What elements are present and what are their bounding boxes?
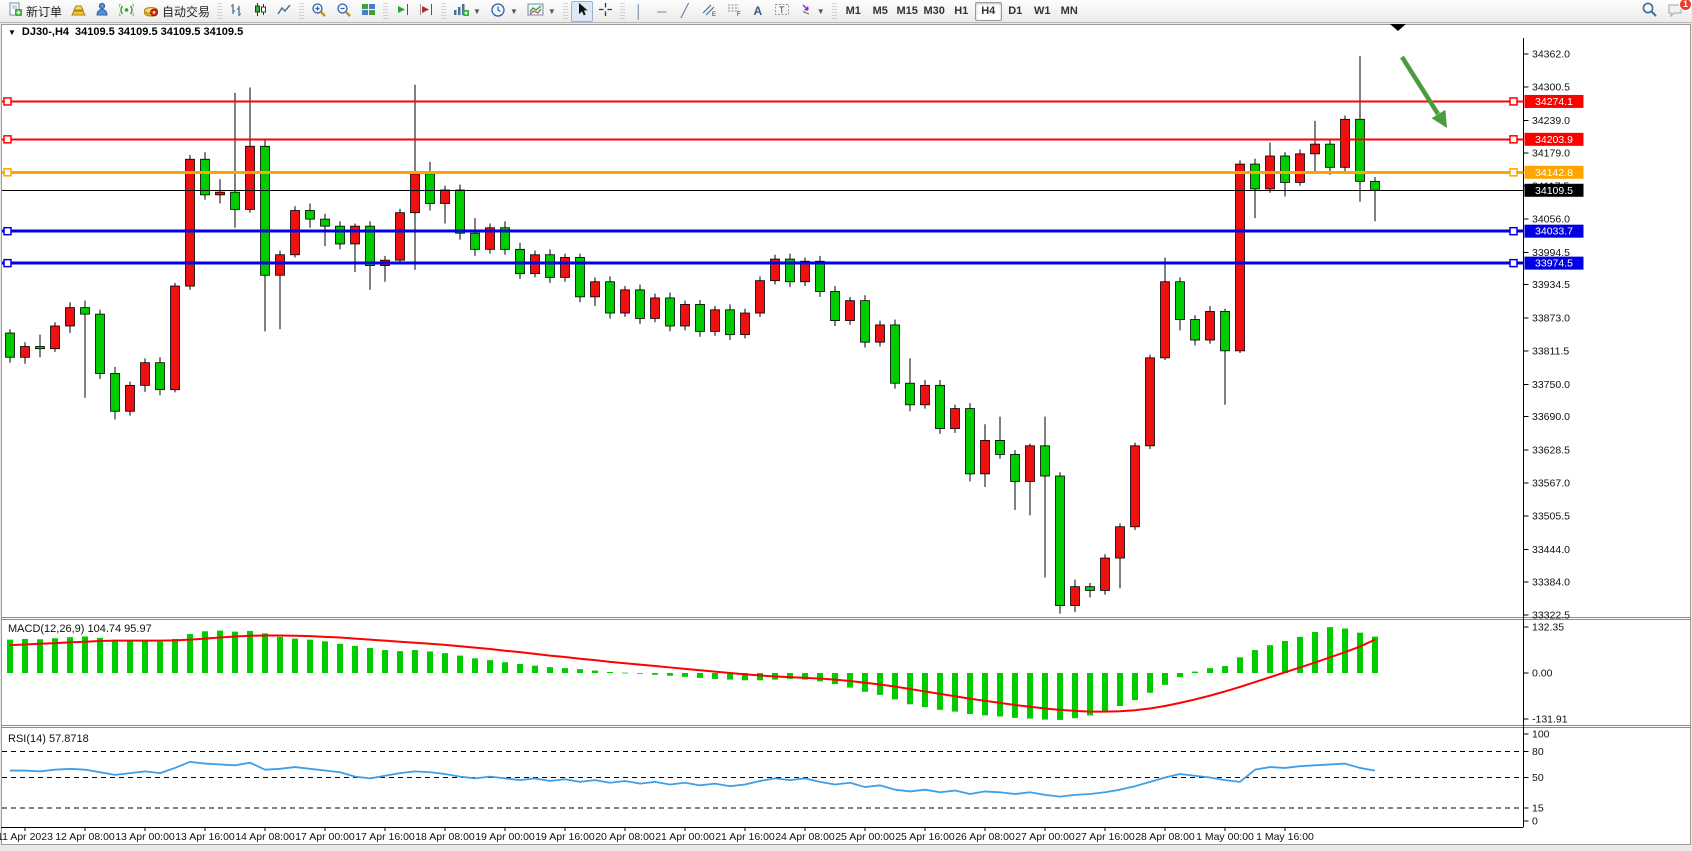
- search-icon: [1641, 1, 1658, 21]
- autotrading-button[interactable]: 自动交易: [139, 1, 214, 22]
- arrows-icon: [799, 2, 813, 20]
- chart-shift-button[interactable]: [415, 1, 438, 22]
- trendline-icon: ╱: [680, 3, 689, 18]
- bar-chart-button[interactable]: [225, 1, 248, 22]
- clock-icon: [490, 2, 506, 21]
- timeframe-button-M15[interactable]: M15: [896, 5, 918, 17]
- tile-windows-icon: [361, 2, 376, 20]
- metaeditor-icon: [95, 2, 110, 20]
- equidistant-channel-icon: E: [701, 2, 717, 20]
- periods-button[interactable]: ▼: [486, 1, 522, 22]
- chat-button[interactable]: 1: [1663, 0, 1692, 22]
- toolbar-grip: [383, 3, 389, 19]
- dropdown-arrow-icon: ▼: [509, 6, 518, 16]
- timeframe-button-M30[interactable]: M30: [923, 5, 945, 17]
- timeframe-button-H4[interactable]: H4: [974, 1, 1002, 21]
- templates-icon: [527, 2, 544, 20]
- arrows-button[interactable]: ▼: [795, 1, 829, 22]
- autotrading-label: 自动交易: [162, 4, 211, 19]
- signals-button[interactable]: [115, 1, 138, 22]
- timeframe-button-M5[interactable]: M5: [872, 5, 888, 17]
- timeframe-button-D1[interactable]: D1: [1008, 5, 1023, 17]
- text-label-button[interactable]: T: [770, 1, 794, 22]
- timeframe-button-M1[interactable]: M1: [845, 5, 861, 17]
- toolbar-grip: [217, 3, 223, 19]
- line-chart-icon: [277, 2, 292, 20]
- notification-badge[interactable]: 1: [1679, 0, 1692, 11]
- search-button[interactable]: [1637, 1, 1662, 22]
- fibonacci-icon: F: [726, 2, 742, 20]
- text-label-icon: T: [774, 2, 790, 20]
- cursor-icon: [575, 2, 589, 20]
- cursor-button[interactable]: [570, 0, 593, 22]
- bar-chart-icon: [229, 2, 244, 20]
- timeframe-button-MN[interactable]: MN: [1060, 5, 1078, 17]
- dropdown-arrow-icon: ▼: [816, 6, 825, 16]
- toolbar-grip: [831, 3, 837, 19]
- auto-scroll-icon: [395, 2, 410, 20]
- autotrading-icon: [143, 2, 159, 20]
- timeframe-button-H1[interactable]: H1: [954, 5, 969, 17]
- indicators-icon: [453, 2, 470, 20]
- templates-button[interactable]: ▼: [523, 1, 560, 22]
- crosshair-icon: [598, 2, 613, 20]
- toolbar-grip: [562, 3, 568, 19]
- new-order-button[interactable]: 新订单: [4, 1, 66, 22]
- fibonacci-button[interactable]: F: [722, 1, 746, 22]
- toolbar-grip: [299, 3, 305, 19]
- svg-text:F: F: [737, 12, 741, 17]
- metaeditor-button[interactable]: [91, 1, 114, 22]
- chart-window: ▼ DJ30-,H4 34109.5 34109.5 34109.5 34109…: [1, 24, 1691, 845]
- toolbar-grip: [441, 3, 447, 19]
- main-toolbar: 新订单 自动交易: [0, 0, 1692, 23]
- line-chart-button[interactable]: [273, 1, 296, 22]
- vertical-line-button[interactable]: │: [628, 1, 650, 22]
- zoom-in-icon: [311, 2, 327, 21]
- new-order-label: 新订单: [26, 4, 63, 19]
- candlestick-chart-button[interactable]: [249, 1, 272, 22]
- timeframe-button-W1[interactable]: W1: [1033, 5, 1051, 17]
- horizontal-line-icon: ─: [657, 3, 667, 19]
- gold-button[interactable]: [67, 1, 90, 22]
- dropdown-arrow-icon: ▼: [473, 6, 481, 16]
- text-button[interactable]: A: [747, 1, 769, 22]
- auto-scroll-button[interactable]: [391, 1, 414, 22]
- signals-icon: [117, 2, 136, 20]
- text-icon: A: [753, 4, 763, 18]
- indicators-button[interactable]: ▼: [449, 1, 485, 22]
- svg-text:E: E: [712, 12, 716, 17]
- dropdown-arrow-icon: ▼: [547, 6, 556, 16]
- horizontal-line-button[interactable]: ─: [651, 1, 673, 22]
- zoom-out-button[interactable]: [332, 1, 356, 22]
- equidistant-channel-button[interactable]: E: [697, 1, 721, 22]
- toolbar-grip: [619, 3, 625, 19]
- trendline-button[interactable]: ╱: [674, 1, 696, 22]
- zoom-out-icon: [336, 2, 352, 21]
- new-order-icon: [8, 2, 23, 20]
- zoom-in-button[interactable]: [307, 1, 331, 22]
- chart-ohlc-quotes: 34109.5 34109.5 34109.5 34109.5: [75, 26, 244, 38]
- chart-titlebar: ▼ DJ30-,H4 34109.5 34109.5 34109.5 34109…: [2, 25, 1690, 39]
- gold-bars-icon: [71, 2, 86, 20]
- crosshair-button[interactable]: [594, 1, 617, 22]
- chart-symbol-title: DJ30-,H4: [21, 26, 69, 38]
- tile-windows-button[interactable]: [357, 1, 380, 22]
- chart-shift-icon: [419, 2, 434, 20]
- candlestick-icon: [253, 2, 268, 20]
- vertical-line-icon: │: [634, 3, 643, 19]
- timeframe-group: M1 M5 M15 M30 H1 H4 D1 W1 MN: [840, 1, 1083, 21]
- svg-text:T: T: [779, 5, 785, 15]
- chart-menu-icon[interactable]: ▼: [8, 27, 16, 37]
